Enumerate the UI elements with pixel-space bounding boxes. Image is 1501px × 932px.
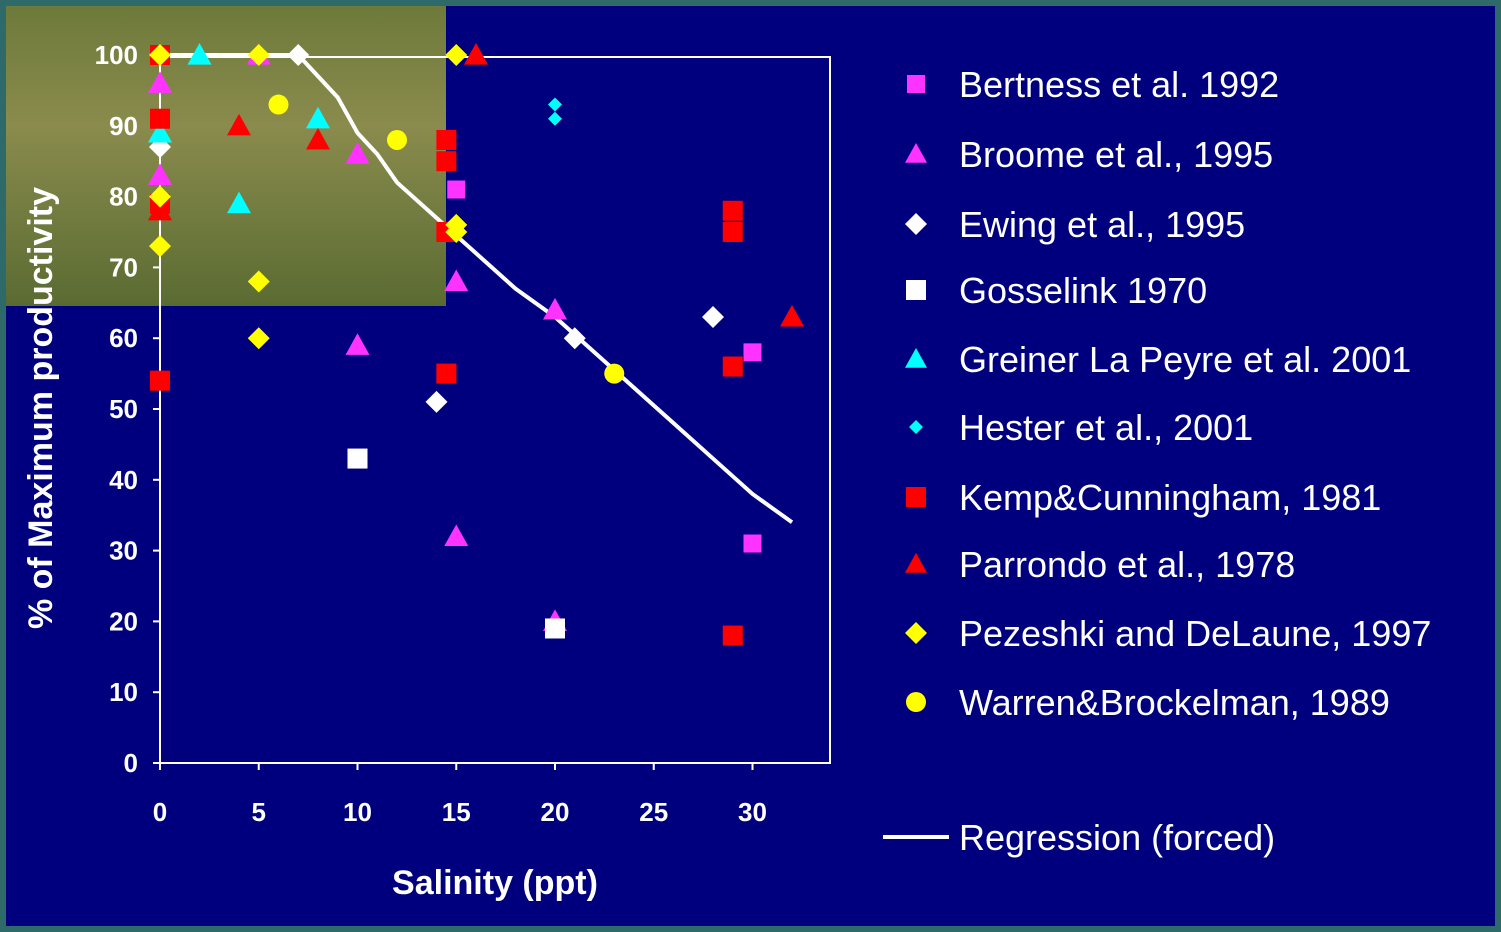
y-tick-label: 10 [109, 677, 138, 707]
legend-marker [906, 692, 926, 712]
legend-marker [905, 213, 927, 235]
legend-label: Broome et al., 1995 [959, 134, 1273, 175]
y-tick-label: 30 [109, 536, 138, 566]
slide-background: 0 10 20 30 40 50 60 70 80 90 100 0 5 10 15 20 25 30 Bertn… [6, 6, 1495, 926]
data-point [150, 108, 170, 129]
data-point [150, 370, 170, 391]
legend-marker [906, 280, 926, 300]
data-point [743, 343, 762, 362]
axes-group: 0 10 20 30 40 50 60 70 80 90 100 0 5 10 15 20 25 30 [95, 40, 767, 827]
regression-line [160, 53, 794, 524]
y-tick-label: 20 [109, 606, 138, 636]
legend-label: Kemp&Cunningham, 1981 [959, 477, 1381, 518]
data-point [306, 106, 330, 129]
legend-label: Gosselink 1970 [959, 270, 1207, 311]
legend-label: Pezeshki and DeLaune, 1997 [959, 613, 1431, 654]
data-point [268, 94, 289, 115]
data-point [227, 113, 251, 136]
legend-marker [909, 420, 923, 434]
data-point [743, 534, 762, 553]
data-point [464, 43, 488, 65]
data-point [548, 97, 562, 112]
y-tick-label: 50 [109, 394, 138, 424]
data-point [247, 44, 270, 66]
y-tick-label: 40 [109, 465, 138, 495]
points-group [148, 43, 804, 646]
y-tick-label: 0 [124, 748, 138, 778]
x-tick-label: 20 [541, 797, 570, 827]
data-point [447, 180, 466, 199]
y-tick-label: 60 [109, 323, 138, 353]
data-point [345, 333, 370, 355]
data-point [445, 44, 468, 66]
data-point [187, 43, 212, 65]
regression-group [160, 53, 794, 524]
data-point [306, 127, 330, 150]
y-tick-label: 70 [109, 252, 138, 282]
data-point [425, 390, 448, 413]
plot-area-group [159, 56, 831, 764]
data-point [345, 142, 370, 164]
legend-label: Warren&Brockelman, 1989 [959, 682, 1390, 723]
x-axis-label: Salinity (ppt) [392, 864, 598, 902]
data-point [148, 120, 172, 143]
data-point [444, 524, 469, 547]
legend-marker [905, 622, 927, 644]
data-point [148, 198, 172, 221]
x-tick-label: 30 [738, 797, 767, 827]
legend: Bertness et al. 1992 Broome et al., 1995 E… [883, 64, 1431, 858]
legend-marker [907, 75, 925, 93]
data-point [287, 44, 310, 66]
data-point [436, 363, 457, 384]
data-point [436, 129, 457, 150]
data-point [545, 618, 565, 639]
plot-area-border [159, 56, 831, 764]
x-tick-label: 25 [639, 797, 668, 827]
data-point [722, 222, 743, 242]
data-point [445, 221, 468, 243]
x-tick-label: 0 [153, 797, 167, 827]
data-point [149, 235, 171, 258]
data-point [247, 327, 270, 350]
data-point [436, 151, 457, 172]
legend-marker [905, 553, 927, 573]
legend-label: Parrondo et al., 1978 [959, 544, 1295, 585]
legend-marker [905, 348, 927, 368]
data-point [227, 191, 251, 214]
data-point [149, 44, 171, 66]
data-point [347, 448, 368, 469]
data-point [444, 269, 469, 292]
y-tick-label: 90 [109, 111, 138, 141]
legend-label: Ewing et al., 1995 [959, 204, 1245, 245]
x-tick-label: 5 [252, 797, 266, 827]
y-axis-label: % of Maximum productivity [22, 187, 60, 629]
data-point [604, 363, 625, 384]
data-point [722, 356, 743, 377]
legend-marker [906, 487, 926, 507]
data-point [543, 297, 567, 320]
data-point [387, 129, 407, 150]
x-tick-label: 10 [343, 797, 372, 827]
data-point [247, 270, 270, 293]
legend-label: Bertness et al. 1992 [959, 64, 1279, 105]
legend-label: Hester et al., 2001 [959, 407, 1253, 448]
data-point [149, 185, 171, 208]
data-point [722, 625, 743, 646]
y-tick-label: 100 [95, 40, 138, 70]
data-point [780, 304, 804, 327]
x-tick-label: 15 [442, 797, 471, 827]
data-point [148, 71, 172, 93]
scatter-chart: 0 10 20 30 40 50 60 70 80 90 100 0 5 10 15 20 25 30 Bertn… [22, 40, 1431, 902]
y-tick-label: 80 [109, 182, 138, 212]
data-point [148, 163, 172, 185]
data-point [563, 327, 586, 350]
legend-label: Regression (forced) [959, 817, 1275, 858]
legend-label: Greiner La Peyre et al. 2001 [959, 339, 1411, 380]
data-point [702, 305, 724, 328]
legend-marker [905, 143, 927, 163]
data-point [548, 111, 562, 126]
data-point [722, 200, 743, 221]
